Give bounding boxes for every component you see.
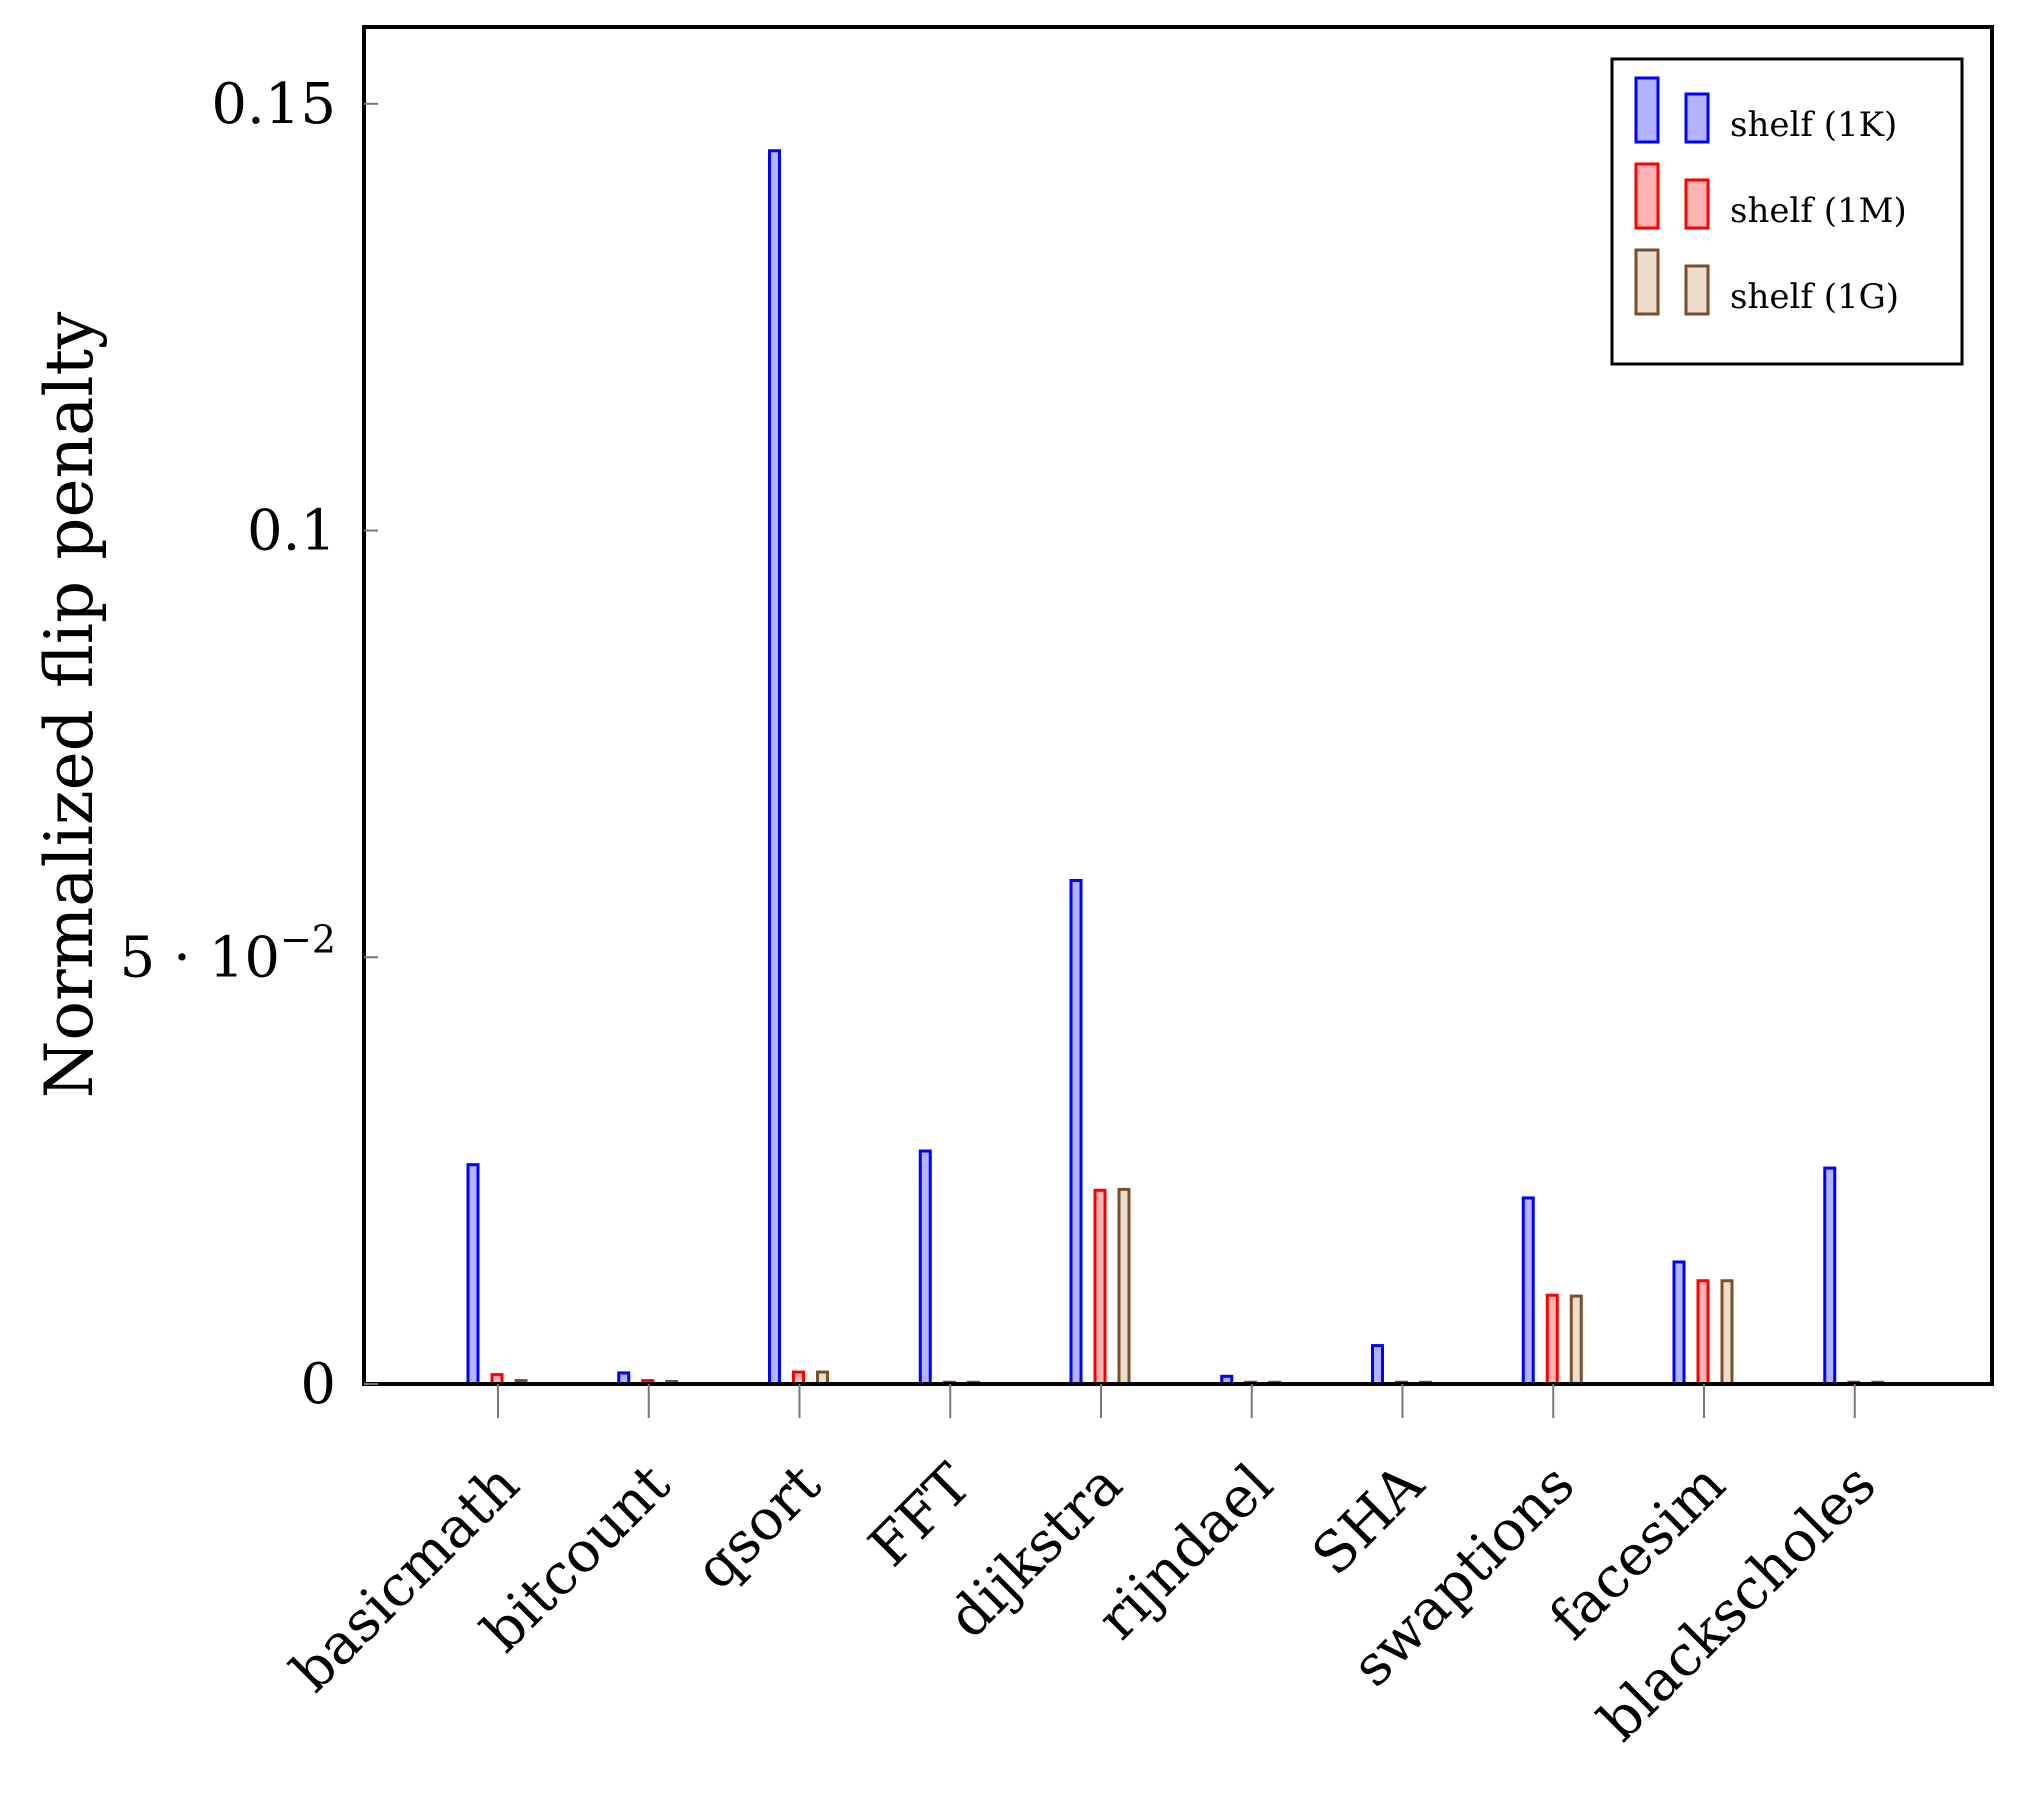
y-tick-label: 5 · 10−2 xyxy=(120,917,336,990)
y-axis-title: Normalized flip penalty xyxy=(31,311,108,1098)
y-tick-exponent: −2 xyxy=(280,917,336,961)
legend-swatch-shelf-1k xyxy=(1634,76,1660,144)
y-tick-label-text: 0.15 xyxy=(211,72,336,137)
bar-shelf-1g-facesim xyxy=(1720,1279,1734,1386)
legend-swatch-small-shelf-1m xyxy=(1684,178,1710,230)
x-tick-label-sha: SHA xyxy=(1300,1452,1437,1589)
bar-shelf-1k-fft xyxy=(918,1149,932,1386)
x-tick-label-qsort: qsort xyxy=(683,1452,834,1603)
legend: shelf (1K) shelf (1M) shelf (1G) xyxy=(1610,57,1964,366)
y-tick-label-text: 0 xyxy=(300,1352,336,1417)
bar-shelf-1k-qsort xyxy=(768,149,781,1386)
bar-shelf-1k-sha xyxy=(1371,1344,1384,1386)
bar-shelf-1k-facesim xyxy=(1672,1260,1686,1386)
bar-shelf-1m-dijkstra xyxy=(1093,1188,1107,1386)
bar-shelf-1k-basicmath xyxy=(466,1163,480,1386)
bar-shelf-1k-dijkstra xyxy=(1069,878,1083,1386)
legend-label-shelf-1k: shelf (1K) xyxy=(1730,105,1897,145)
bar-shelf-1g-swaptions xyxy=(1569,1294,1583,1386)
bar-shelf-1k-blackscholes xyxy=(1823,1166,1837,1386)
legend-swatch-shelf-1g xyxy=(1634,248,1660,316)
y-axis: 0 5 · 10−2 0.1 0.15 xyxy=(120,72,378,1417)
bar-shelf-1m-facesim xyxy=(1696,1279,1710,1386)
legend-swatch-small-shelf-1k xyxy=(1684,92,1710,144)
y-tick-label-text: 0.1 xyxy=(247,499,336,564)
legend-frame xyxy=(1610,57,1964,366)
bar-shelf-1k-swaptions xyxy=(1521,1196,1535,1386)
x-tick-label-basicmath: basicmath xyxy=(279,1452,532,1705)
bar-shelf-1g-dijkstra xyxy=(1117,1187,1131,1386)
legend-label-shelf-1m: shelf (1M) xyxy=(1730,191,1907,231)
y-tick-label-text: 5 · 10 xyxy=(120,925,280,990)
y-tick-label: 0 xyxy=(300,1352,336,1417)
legend-swatch-small-shelf-1g xyxy=(1684,264,1710,316)
y-tick-label: 0.1 xyxy=(247,499,336,564)
bar-shelf-1m-swaptions xyxy=(1545,1293,1559,1386)
legend-label-shelf-1g: shelf (1G) xyxy=(1730,277,1899,317)
legend-items: shelf (1K) shelf (1M) shelf (1G) xyxy=(1634,76,1907,317)
legend-swatch-shelf-1m xyxy=(1634,162,1660,230)
plot-frame xyxy=(362,25,1994,1386)
x-tick-label-fft: FFT xyxy=(857,1452,984,1579)
y-tick-label: 0.15 xyxy=(211,72,336,137)
